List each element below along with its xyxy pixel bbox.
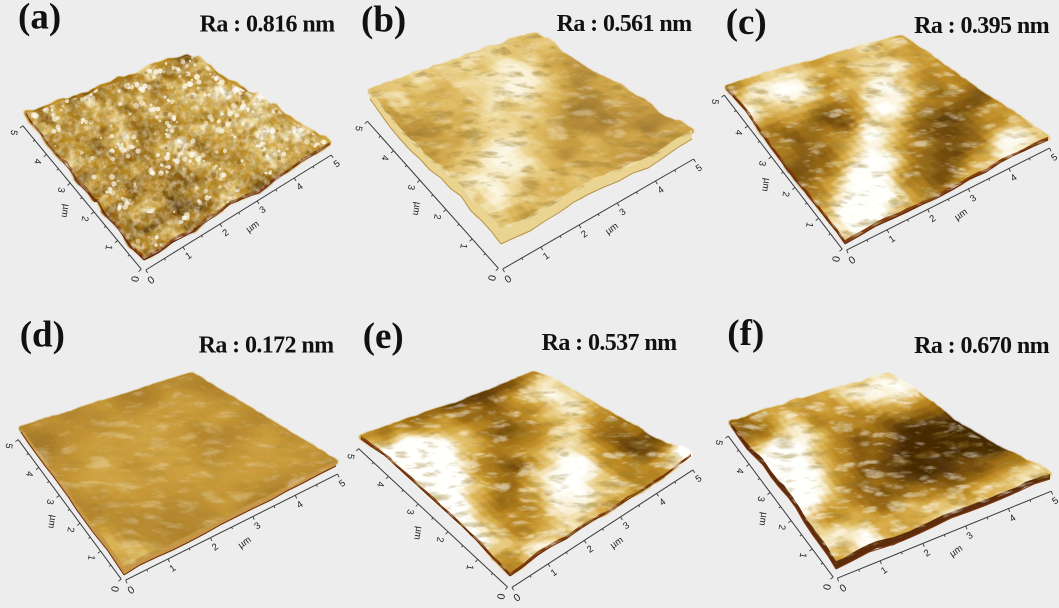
svg-text:4: 4 [23, 470, 35, 477]
svg-text:1: 1 [464, 564, 476, 571]
svg-text:5: 5 [344, 453, 356, 460]
svg-text:3: 3 [617, 206, 628, 218]
svg-text:5: 5 [709, 98, 721, 105]
svg-text:(e): (e) [363, 316, 404, 357]
svg-text:2: 2 [579, 228, 590, 240]
svg-text:3: 3 [404, 508, 416, 515]
svg-text:3: 3 [258, 204, 269, 216]
svg-text:5: 5 [332, 158, 343, 170]
svg-text:0: 0 [503, 273, 515, 286]
svg-text:2: 2 [79, 215, 91, 222]
svg-text:5: 5 [337, 478, 348, 490]
svg-text:5: 5 [8, 129, 20, 136]
svg-text:0: 0 [485, 274, 498, 282]
svg-text:Ra : 0.670 nm: Ra : 0.670 nm [914, 333, 1049, 359]
svg-text:Ra : 0.537 nm: Ra : 0.537 nm [542, 330, 677, 356]
svg-text:3: 3 [55, 186, 67, 193]
svg-text:1: 1 [85, 554, 97, 561]
svg-text:0: 0 [829, 255, 842, 263]
svg-text:µm: µm [58, 203, 71, 218]
svg-text:1: 1 [887, 233, 898, 245]
svg-text:1: 1 [457, 242, 469, 249]
svg-text:µm: µm [410, 201, 423, 216]
svg-text:1: 1 [797, 552, 809, 559]
svg-text:3: 3 [755, 495, 767, 502]
svg-text:(a): (a) [18, 0, 61, 38]
svg-text:(d): (d) [20, 315, 65, 356]
svg-text:0: 0 [126, 584, 138, 597]
svg-text:3: 3 [405, 184, 417, 191]
svg-text:Ra : 0.172 nm: Ra : 0.172 nm [199, 333, 334, 359]
svg-text:2: 2 [585, 544, 596, 556]
svg-text:(b): (b) [361, 0, 406, 41]
svg-text:3: 3 [756, 160, 768, 167]
svg-text:4: 4 [295, 499, 306, 511]
svg-text:5: 5 [3, 442, 15, 449]
svg-text:5: 5 [1050, 495, 1059, 507]
svg-text:1: 1 [168, 563, 179, 575]
svg-text:4: 4 [295, 181, 306, 193]
svg-text:5: 5 [694, 473, 705, 485]
svg-text:3: 3 [44, 498, 56, 505]
svg-text:4: 4 [1009, 172, 1020, 184]
svg-text:5: 5 [694, 162, 705, 174]
svg-text:4: 4 [379, 154, 391, 161]
svg-text:5: 5 [352, 125, 364, 132]
svg-text:µm: µm [756, 511, 769, 526]
svg-text:1: 1 [102, 244, 114, 251]
svg-text:2: 2 [776, 524, 788, 531]
svg-text:1: 1 [879, 565, 890, 577]
svg-text:3: 3 [968, 193, 979, 205]
svg-text:µm: µm [411, 525, 424, 540]
svg-text:0: 0 [838, 582, 850, 595]
svg-text:(c): (c) [726, 2, 767, 43]
svg-text:0: 0 [820, 583, 833, 591]
svg-text:1: 1 [803, 221, 815, 228]
svg-text:0: 0 [847, 254, 859, 267]
svg-text:0: 0 [146, 274, 158, 287]
svg-text:Ra : 0.561 nm: Ra : 0.561 nm [557, 11, 692, 37]
svg-text:0: 0 [512, 591, 524, 603]
svg-text:5: 5 [713, 439, 725, 446]
svg-text:0: 0 [494, 592, 507, 600]
svg-text:1: 1 [549, 567, 560, 579]
svg-text:2: 2 [431, 213, 443, 220]
svg-text:µm: µm [45, 514, 58, 529]
svg-text:1: 1 [183, 250, 194, 262]
svg-text:4: 4 [732, 129, 744, 136]
svg-text:(f): (f) [727, 313, 764, 354]
svg-text:5: 5 [1049, 152, 1059, 164]
svg-text:2: 2 [922, 547, 933, 559]
svg-text:1: 1 [541, 250, 552, 262]
svg-text:µm: µm [759, 177, 772, 192]
svg-text:2: 2 [220, 227, 231, 239]
svg-text:2: 2 [927, 213, 938, 225]
svg-text:3: 3 [965, 530, 976, 542]
svg-text:4: 4 [1007, 513, 1018, 525]
svg-text:0: 0 [108, 585, 121, 593]
svg-text:Ra : 0.395 nm: Ra : 0.395 nm [914, 13, 1049, 39]
svg-text:2: 2 [434, 536, 446, 543]
svg-text:4: 4 [657, 497, 668, 509]
svg-text:4: 4 [656, 184, 667, 196]
svg-text:0: 0 [128, 275, 141, 283]
svg-text:2: 2 [780, 190, 792, 197]
svg-text:3: 3 [621, 520, 632, 532]
svg-text:Ra : 0.816 nm: Ra : 0.816 nm [200, 12, 335, 38]
svg-text:4: 4 [31, 158, 43, 165]
svg-text:3: 3 [252, 520, 263, 532]
svg-text:4: 4 [734, 467, 746, 474]
svg-text:2: 2 [64, 526, 76, 533]
svg-text:2: 2 [210, 541, 221, 553]
svg-text:4: 4 [374, 481, 386, 488]
